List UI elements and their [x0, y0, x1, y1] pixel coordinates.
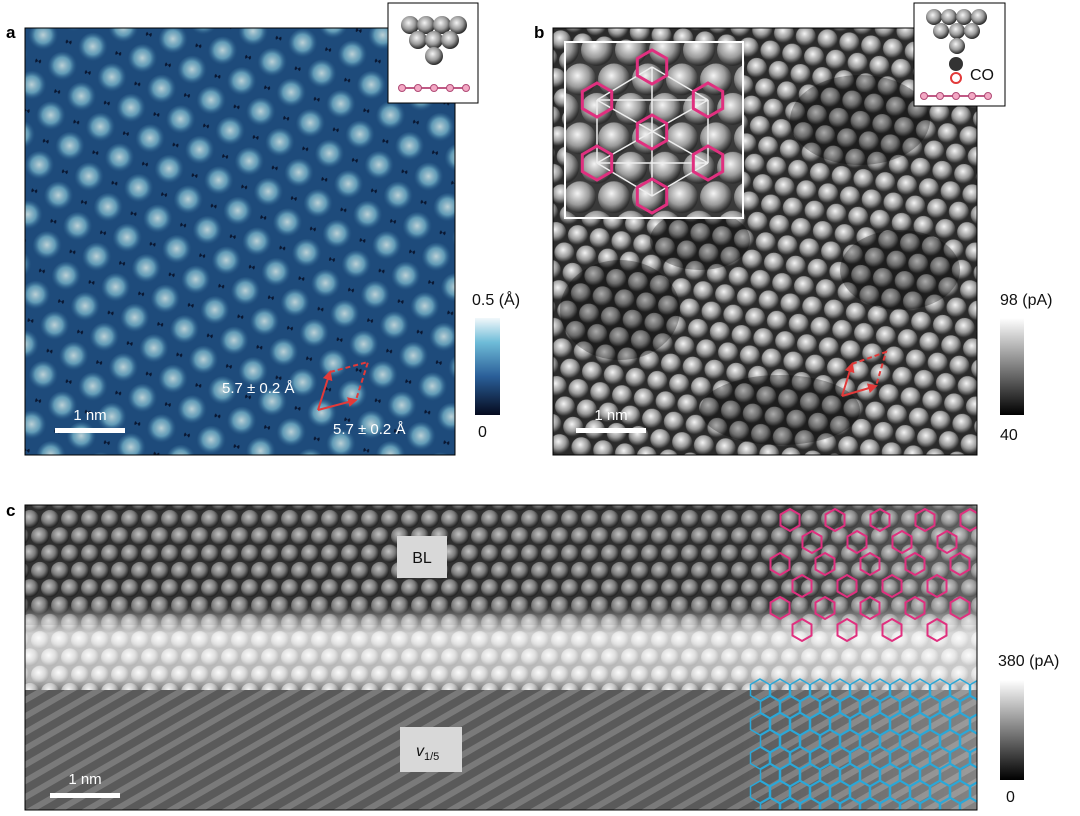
- lattice-label: 5.7 ± 0.2 Å: [333, 421, 405, 438]
- tip-label: CO: [970, 67, 994, 84]
- scale-bar: [50, 793, 120, 798]
- label-box: [397, 536, 447, 578]
- stm-image-a: [24, 27, 456, 456]
- lattice-overlay: [749, 507, 977, 810]
- panel-label: b: [534, 23, 544, 42]
- substrate: [398, 84, 470, 92]
- kagome-lattice: [749, 678, 977, 810]
- colorbar: [1000, 680, 1024, 780]
- symbol: v: [416, 743, 425, 760]
- frame: [24, 504, 978, 811]
- substrate: [920, 92, 992, 100]
- colorbar-min: 0: [1006, 789, 1015, 806]
- colorbar-max: 0.5 (Å): [472, 290, 520, 309]
- colorbar: [1000, 318, 1024, 415]
- hexagon: [769, 507, 977, 643]
- shade: [25, 28, 455, 455]
- unit-cell: [317, 360, 370, 411]
- stm-image-c: [25, 505, 977, 810]
- scale-bar: [55, 428, 125, 433]
- scale-label: 1 nm: [68, 771, 101, 788]
- panel-label: c: [6, 501, 15, 520]
- hexagon: [580, 48, 725, 215]
- hexagon-overlay: [580, 48, 725, 215]
- scale-label: 1 nm: [73, 407, 106, 424]
- unit-cell: [841, 350, 888, 397]
- lattice-label: 5.7 ± 0.2 Å: [222, 380, 294, 397]
- subscript: 1/5: [424, 751, 439, 763]
- tip-atoms: [926, 9, 987, 84]
- region-label: v1/5: [416, 743, 439, 763]
- colorbar-min: 40: [1000, 427, 1018, 444]
- label-box: [400, 727, 462, 772]
- contrast: [560, 75, 960, 445]
- colorbar: [475, 318, 500, 415]
- scale-label: 1 nm: [594, 407, 627, 424]
- tip-atoms: [401, 16, 467, 65]
- colorbar-max: 98 (pA): [1000, 292, 1052, 309]
- colorbar-min: 0: [478, 424, 487, 441]
- region-label: BL: [412, 550, 432, 567]
- panel-label: a: [6, 23, 16, 42]
- lattice-line: [596, 66, 709, 197]
- scale-bar: [576, 428, 646, 433]
- colorbar-max: 380 (pA): [998, 653, 1059, 670]
